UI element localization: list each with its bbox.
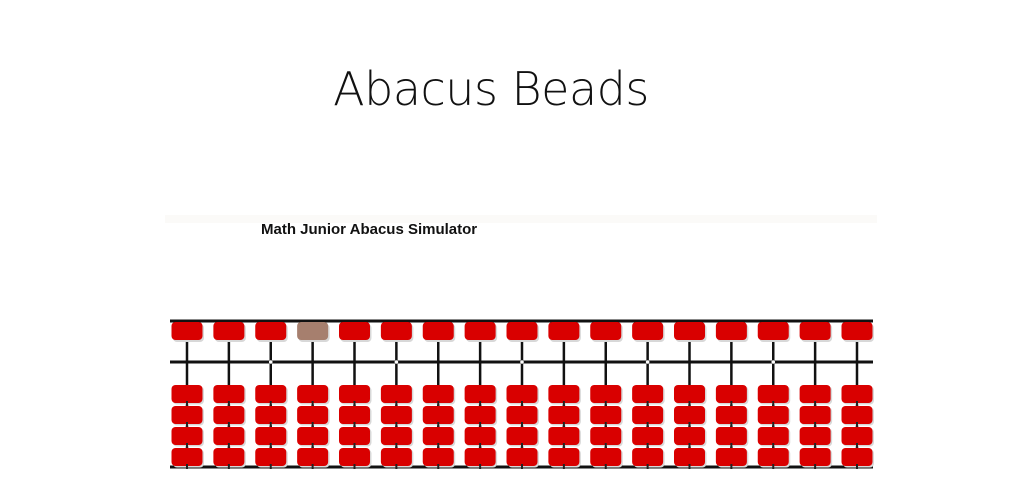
lower-bead[interactable]: [422, 427, 454, 445]
slide-title: Abacus Beads: [333, 62, 649, 116]
lower-bead[interactable]: [799, 406, 831, 424]
lower-bead[interactable]: [380, 406, 412, 424]
lower-bead[interactable]: [297, 385, 329, 403]
lower-bead[interactable]: [213, 406, 245, 424]
lower-bead[interactable]: [757, 427, 789, 445]
lower-bead[interactable]: [339, 427, 370, 445]
app-header-strip: [165, 215, 877, 223]
lower-bead[interactable]: [632, 385, 664, 403]
lower-bead[interactable]: [757, 406, 789, 424]
lower-bead[interactable]: [171, 406, 203, 424]
lower-bead[interactable]: [674, 448, 705, 466]
lower-bead[interactable]: [674, 406, 705, 424]
lower-bead[interactable]: [255, 385, 287, 403]
upper-bead[interactable]: [380, 322, 412, 340]
lower-bead[interactable]: [464, 385, 496, 403]
upper-bead[interactable]: [339, 322, 370, 340]
upper-bead[interactable]: [674, 322, 705, 340]
upper-bead[interactable]: [255, 322, 287, 340]
lower-bead[interactable]: [757, 448, 789, 466]
lower-bead[interactable]: [171, 427, 203, 445]
lower-bead[interactable]: [506, 406, 538, 424]
lower-bead[interactable]: [632, 406, 664, 424]
lower-bead[interactable]: [632, 427, 664, 445]
lower-bead[interactable]: [674, 427, 705, 445]
lower-bead[interactable]: [674, 385, 705, 403]
lower-bead[interactable]: [255, 406, 287, 424]
lower-bead[interactable]: [548, 385, 580, 403]
lower-bead[interactable]: [380, 427, 412, 445]
lower-bead[interactable]: [339, 406, 370, 424]
lower-bead[interactable]: [841, 406, 873, 424]
lower-bead[interactable]: [590, 406, 622, 424]
lower-bead[interactable]: [715, 448, 747, 466]
lower-bead[interactable]: [171, 448, 203, 466]
lower-bead[interactable]: [422, 448, 454, 466]
upper-bead[interactable]: [171, 322, 203, 340]
app-title: Math Junior Abacus Simulator: [261, 221, 478, 238]
lower-bead[interactable]: [506, 448, 538, 466]
lower-bead[interactable]: [799, 427, 831, 445]
lower-bead[interactable]: [590, 448, 622, 466]
lower-bead[interactable]: [380, 385, 412, 403]
unit-dot: [771, 360, 776, 364]
lower-bead[interactable]: [590, 427, 622, 445]
unit-dot: [645, 360, 650, 364]
upper-bead[interactable]: [841, 322, 873, 340]
lower-bead[interactable]: [464, 406, 496, 424]
lower-bead[interactable]: [339, 385, 370, 403]
upper-bead[interactable]: [297, 322, 329, 340]
lower-bead[interactable]: [506, 385, 538, 403]
upper-bead[interactable]: [422, 322, 454, 340]
upper-bead[interactable]: [213, 322, 245, 340]
lower-bead[interactable]: [255, 427, 287, 445]
upper-bead[interactable]: [506, 322, 538, 340]
lower-bead[interactable]: [213, 448, 245, 466]
lower-bead[interactable]: [757, 385, 789, 403]
upper-bead[interactable]: [590, 322, 622, 340]
lower-bead[interactable]: [297, 406, 329, 424]
lower-bead[interactable]: [841, 427, 873, 445]
unit-dot: [520, 360, 524, 364]
lower-bead[interactable]: [715, 427, 747, 445]
lower-bead[interactable]: [841, 385, 873, 403]
lower-bead[interactable]: [297, 448, 329, 466]
lower-bead[interactable]: [255, 448, 287, 466]
lower-bead[interactable]: [380, 448, 412, 466]
lower-bead[interactable]: [422, 385, 454, 403]
unit-dot: [268, 360, 273, 364]
lower-bead[interactable]: [297, 427, 329, 445]
lower-bead[interactable]: [799, 385, 831, 403]
lower-bead[interactable]: [213, 385, 245, 403]
lower-bead[interactable]: [213, 427, 245, 445]
upper-bead[interactable]: [464, 322, 496, 340]
lower-bead[interactable]: [548, 406, 580, 424]
lower-bead[interactable]: [715, 385, 747, 403]
lower-bead[interactable]: [464, 427, 496, 445]
lower-bead[interactable]: [422, 406, 454, 424]
upper-bead[interactable]: [632, 322, 664, 340]
lower-bead[interactable]: [632, 448, 664, 466]
upper-bead[interactable]: [757, 322, 789, 340]
lower-bead[interactable]: [715, 406, 747, 424]
lower-bead[interactable]: [464, 448, 496, 466]
lower-bead[interactable]: [171, 385, 203, 403]
upper-bead[interactable]: [715, 322, 747, 340]
lower-bead[interactable]: [590, 385, 622, 403]
lower-bead[interactable]: [799, 448, 831, 466]
lower-bead[interactable]: [339, 448, 370, 466]
lower-bead[interactable]: [548, 427, 580, 445]
upper-bead[interactable]: [799, 322, 831, 340]
lower-bead[interactable]: [548, 448, 580, 466]
lower-bead[interactable]: [506, 427, 538, 445]
lower-bead[interactable]: [841, 448, 873, 466]
upper-bead[interactable]: [548, 322, 580, 340]
unit-dot: [394, 360, 399, 364]
